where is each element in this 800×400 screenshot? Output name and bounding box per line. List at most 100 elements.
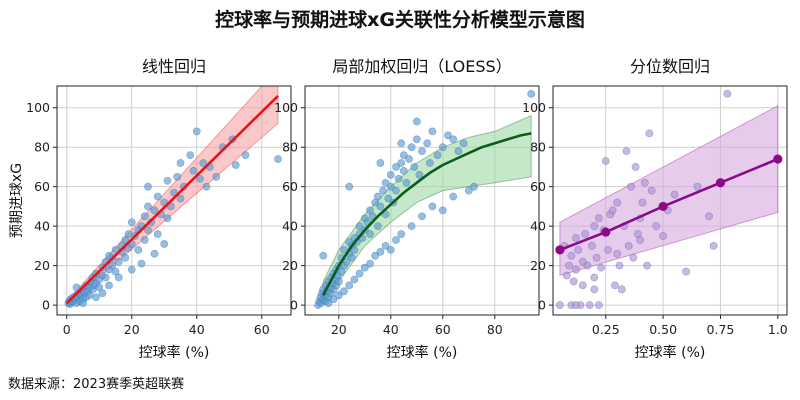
scatter-point <box>631 163 640 171</box>
scatter-point <box>114 273 123 282</box>
scatter-point <box>114 257 123 266</box>
scatter-point <box>624 242 633 250</box>
scatter-point <box>189 166 198 175</box>
scatter-point <box>415 170 424 179</box>
panel-title: 分位数回归 <box>630 57 710 76</box>
scatter-point <box>329 295 338 304</box>
scatter-point <box>340 245 348 254</box>
quantile-marker <box>773 154 783 164</box>
scatter-point <box>555 301 564 310</box>
y-tick-label: 100 <box>26 100 50 115</box>
scatter-point <box>176 159 185 167</box>
confidence-band <box>559 104 779 277</box>
scatter-point <box>160 240 169 248</box>
scatter-point <box>410 163 419 171</box>
scatter-point <box>643 261 651 270</box>
scatter-point <box>92 293 100 302</box>
scatter-point <box>629 253 638 262</box>
figure-title: 控球率与预期进球xG关联性分析模型示意图 <box>215 8 585 31</box>
scatter-point <box>428 202 437 211</box>
scatter-point <box>405 155 413 163</box>
scatter-point <box>572 234 580 242</box>
y-tick-label: 100 <box>522 100 546 115</box>
scatter-point <box>386 182 395 191</box>
scatter-point <box>565 261 573 270</box>
scatter-point <box>319 251 328 260</box>
x-axis-label: 控球率 (%) <box>139 344 210 361</box>
scatter-point <box>433 151 442 159</box>
scatter-point <box>376 202 385 211</box>
x-tick-label: 60 <box>435 322 451 337</box>
scatter-point <box>79 299 87 308</box>
scatter-point <box>124 230 133 238</box>
y-tick-label: 20 <box>34 258 50 273</box>
scatter-point <box>597 263 606 272</box>
scatter-point <box>562 271 571 280</box>
scatter-point <box>402 178 411 187</box>
y-tick-label: 20 <box>282 258 298 273</box>
scatter-point <box>397 139 406 148</box>
scatter-point <box>153 230 162 238</box>
scatter-point <box>105 281 113 290</box>
x-tick-label: 20 <box>124 322 140 337</box>
scatter-point <box>334 291 343 300</box>
scatter-point <box>176 194 185 203</box>
scatter-point <box>470 182 478 191</box>
scatter-point <box>153 192 162 201</box>
scatter-point <box>241 151 250 159</box>
scatter-point <box>121 236 130 244</box>
scatter-point <box>127 218 136 227</box>
scatter-point <box>608 206 617 215</box>
scatter-point <box>386 245 395 254</box>
scatter-point <box>594 214 603 223</box>
scatter-point <box>384 194 393 203</box>
scatter-point <box>144 182 152 191</box>
scatter-point <box>682 267 690 276</box>
scatter-point <box>392 163 400 171</box>
scatter-point <box>140 236 149 244</box>
scatter-point <box>163 214 172 223</box>
scatter-point <box>386 170 395 179</box>
scatter-point <box>173 172 182 181</box>
x-tick-label: 0.25 <box>592 322 620 337</box>
y-tick-label: 20 <box>530 258 546 273</box>
scatter-point <box>588 242 596 250</box>
plot-area <box>555 89 783 310</box>
scatter-point <box>137 259 146 268</box>
scatter-point <box>407 222 416 231</box>
scatter-point <box>324 299 333 308</box>
scatter-point <box>705 212 713 221</box>
scatter-point <box>423 139 432 148</box>
scatter-point <box>583 261 592 270</box>
scatter-point <box>636 236 645 244</box>
y-tick-label: 80 <box>34 140 50 155</box>
scatter-point <box>574 245 583 254</box>
scatter-point <box>659 232 668 240</box>
scatter-point <box>371 251 380 260</box>
y-tick-label: 0 <box>42 298 50 313</box>
scatter-point <box>622 147 631 156</box>
scatter-point <box>350 275 359 284</box>
scatter-point <box>397 159 406 167</box>
scatter-point <box>647 186 656 195</box>
scatter-point <box>418 147 426 156</box>
scatter-point <box>590 285 599 294</box>
scatter-point <box>578 281 587 290</box>
x-tick-label: 0.50 <box>649 322 677 337</box>
scatter-point <box>121 253 130 262</box>
quantile-marker <box>715 178 726 188</box>
scatter-point <box>95 283 104 292</box>
x-tick-label: 60 <box>254 322 270 337</box>
scatter-point <box>150 206 159 215</box>
scatter-point <box>723 89 732 98</box>
scatter-point <box>392 236 400 244</box>
y-tick-label: 40 <box>282 219 298 234</box>
scatter-point <box>601 157 610 165</box>
scatter-point <box>572 301 580 310</box>
scatter-point <box>334 277 343 286</box>
scatter-point <box>592 253 601 262</box>
x-tick-label: 80 <box>487 322 503 337</box>
scatter-point <box>355 269 364 278</box>
scatter-point <box>638 198 647 207</box>
